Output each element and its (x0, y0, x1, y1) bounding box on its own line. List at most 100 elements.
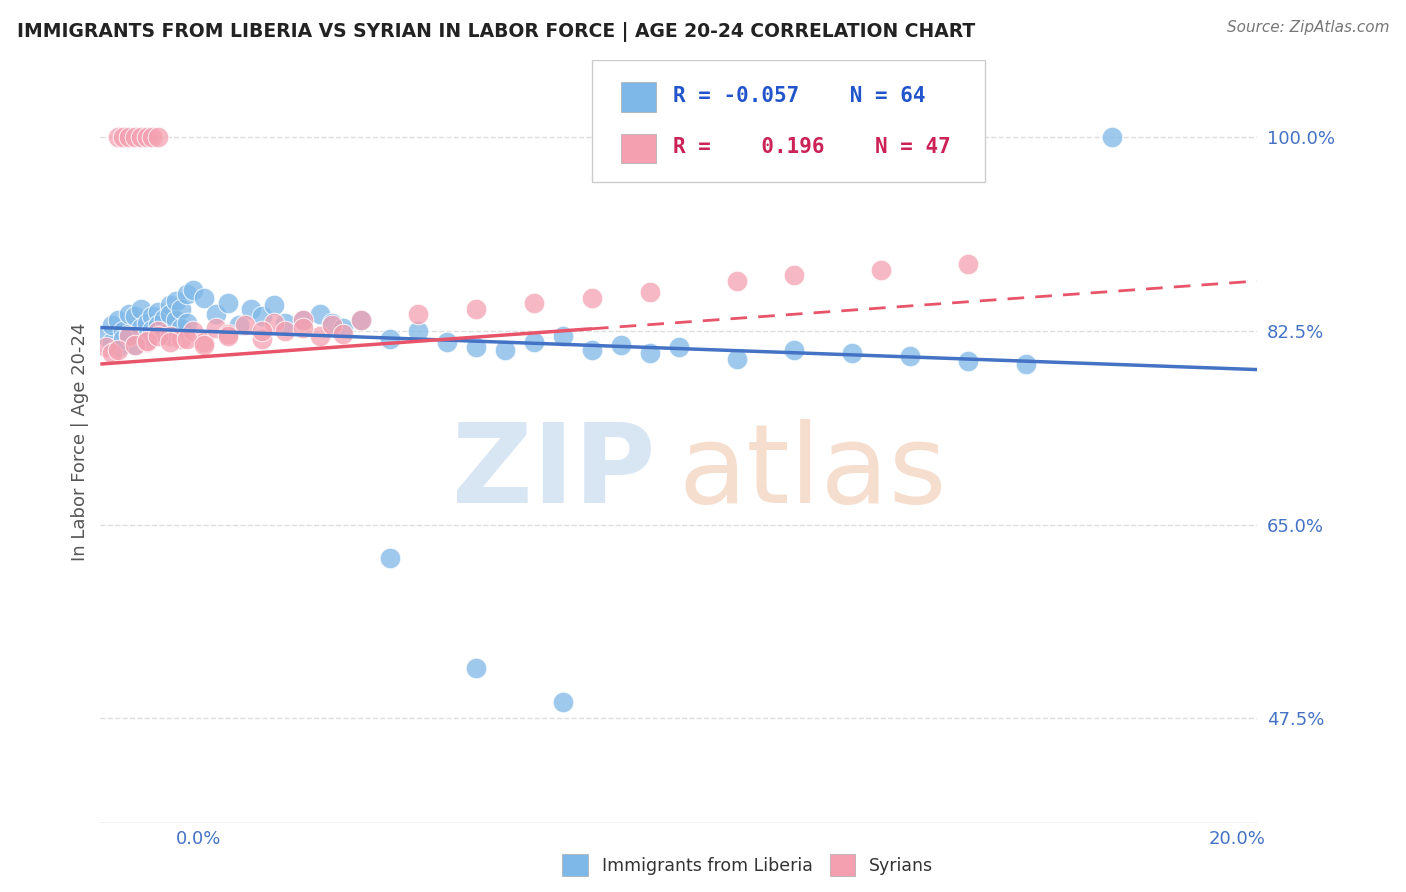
Text: Immigrants from Liberia: Immigrants from Liberia (602, 857, 813, 875)
Point (408, 324, 430, 338)
Point (252, 310, 274, 324)
Y-axis label: In Labor Force | Age 20-24: In Labor Force | Age 20-24 (72, 322, 89, 561)
Point (898, 349, 921, 363)
Point (841, 346, 863, 360)
Point (193, 338, 215, 352)
Point (321, 318, 343, 333)
Point (228, 318, 250, 333)
Point (1101, 130, 1123, 145)
Point (193, 334, 215, 349)
Point (291, 320, 314, 334)
Point (176, 332, 198, 346)
Point (193, 291, 215, 305)
Point (181, 283, 204, 297)
Point (217, 329, 239, 343)
Point (465, 341, 488, 355)
Point (148, 305, 170, 319)
Point (523, 334, 546, 349)
Point (465, 661, 488, 675)
FancyBboxPatch shape (592, 60, 986, 182)
Point (148, 130, 170, 145)
Point (494, 343, 516, 357)
Point (291, 312, 314, 326)
Point (205, 307, 228, 321)
Point (349, 312, 371, 326)
Point (551, 329, 574, 343)
Point (112, 332, 135, 346)
Point (378, 550, 401, 565)
Point (135, 130, 157, 145)
Point (94, 329, 117, 343)
Point (263, 298, 285, 312)
Bar (621, 134, 655, 163)
Point (176, 287, 198, 301)
Point (309, 307, 332, 321)
Point (332, 327, 354, 342)
Point (725, 351, 748, 366)
Point (135, 316, 157, 330)
Point (783, 343, 806, 357)
Point (725, 274, 748, 288)
Point (252, 324, 274, 338)
Point (165, 312, 187, 326)
Point (551, 695, 574, 709)
Point (1015, 357, 1038, 371)
Point (349, 312, 371, 326)
Point (291, 312, 314, 326)
Point (263, 316, 285, 330)
Point (638, 346, 661, 360)
Point (274, 324, 297, 338)
Point (233, 318, 256, 333)
Point (205, 320, 228, 334)
Point (378, 332, 401, 346)
Point (107, 341, 129, 355)
Point (129, 301, 152, 316)
Point (141, 130, 163, 145)
Text: 0.0%: 0.0% (176, 830, 221, 847)
Point (148, 324, 170, 338)
Point (436, 334, 458, 349)
Point (153, 327, 176, 342)
Point (638, 285, 661, 299)
Point (170, 332, 193, 346)
Point (332, 320, 354, 334)
Point (118, 307, 141, 321)
Point (581, 291, 603, 305)
Point (135, 334, 157, 349)
Point (112, 324, 135, 338)
Point (956, 257, 979, 271)
Point (124, 130, 146, 145)
Point (581, 343, 603, 357)
Point (129, 130, 152, 145)
Point (107, 343, 129, 357)
Point (107, 312, 129, 326)
Point (217, 296, 239, 310)
Text: R = -0.057    N = 64: R = -0.057 N = 64 (673, 86, 925, 106)
Point (408, 307, 430, 321)
Text: R =    0.196    N = 47: R = 0.196 N = 47 (673, 137, 950, 157)
Point (165, 293, 187, 308)
Point (170, 301, 193, 316)
Point (239, 301, 262, 316)
Text: Syrians: Syrians (869, 857, 934, 875)
Point (124, 338, 146, 352)
Point (118, 329, 141, 343)
Point (170, 320, 193, 334)
Point (217, 327, 239, 342)
Point (159, 334, 181, 349)
Point (159, 307, 181, 321)
Point (135, 329, 157, 343)
Text: Source: ZipAtlas.com: Source: ZipAtlas.com (1226, 20, 1389, 35)
Point (94, 341, 117, 355)
Point (610, 338, 633, 352)
Point (124, 338, 146, 352)
Point (107, 130, 129, 145)
Point (112, 130, 135, 145)
Text: atlas: atlas (679, 418, 948, 525)
Point (176, 316, 198, 330)
Point (870, 263, 893, 277)
Point (465, 301, 488, 316)
Point (274, 316, 297, 330)
Point (101, 318, 124, 333)
Point (321, 316, 343, 330)
